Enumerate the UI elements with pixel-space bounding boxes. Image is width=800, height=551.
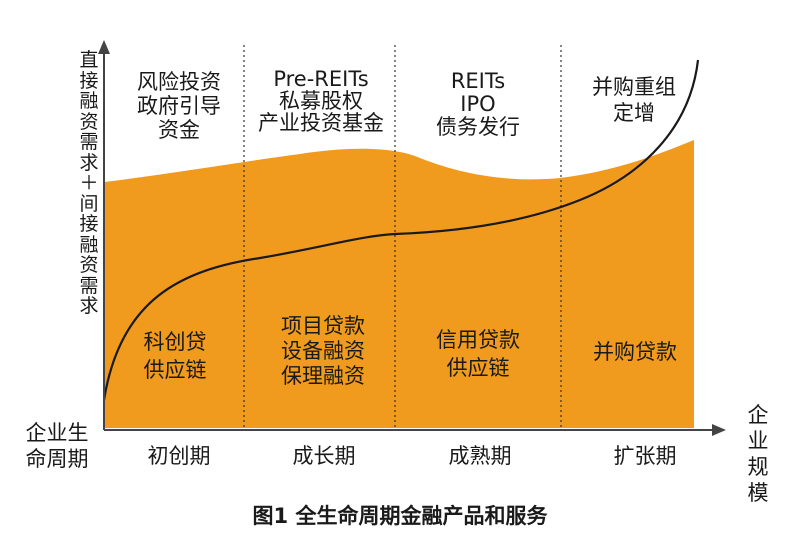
stage-2-indirect-line-3: 保理融资 xyxy=(281,364,365,388)
stage-2-name: 成长期 xyxy=(292,444,356,468)
stage-4-indirect-line-1: 并购贷款 xyxy=(593,340,677,364)
y-axis-arrow xyxy=(98,40,110,54)
stage-2-direct-line-1: Pre-REITs xyxy=(273,67,369,91)
stage-4-direct-line-1: 并购重组 xyxy=(592,75,676,99)
x-axis-label: 企业规模 xyxy=(747,403,769,505)
stage-1-indirect-line-1: 科创贷 xyxy=(143,330,207,354)
financing-demand-area xyxy=(104,140,694,428)
figure-caption: 图1 全生命周期金融产品和服务 xyxy=(252,504,548,528)
stage-2-direct-line-3: 产业投资基金 xyxy=(258,111,384,135)
stage-1-direct-line-3: 资金 xyxy=(158,118,200,142)
stage-4-direct-line-2: 定增 xyxy=(613,101,655,125)
stage-3-direct-line-2: IPO xyxy=(460,92,496,116)
stage-1-direct-line-1: 风险投资 xyxy=(137,70,221,94)
stage-3-indirect-line-1: 信用贷款 xyxy=(436,328,520,352)
stage-1-indirect-products: 科创贷 供应链 xyxy=(120,328,230,384)
stage-2-indirect-line-1: 项目贷款 xyxy=(281,314,365,338)
growth-curve xyxy=(102,59,700,401)
stage-3-direct-products: REITs IPO 债务发行 xyxy=(408,70,548,139)
stage-1-name: 初创期 xyxy=(147,444,211,468)
stage-3-direct-line-1: REITs xyxy=(450,69,506,93)
stage-4-name: 扩张期 xyxy=(613,444,677,468)
stage-1-direct-products: 风险投资 政府引导 资金 xyxy=(114,70,244,142)
stage-4-direct-products: 并购重组 定增 xyxy=(574,74,694,126)
stage-axis-label: 企业生命周期 xyxy=(25,421,89,471)
stage-1-indirect-line-2: 供应链 xyxy=(143,358,207,382)
stage-3-direct-line-3: 债务发行 xyxy=(436,115,520,139)
y-axis-label: 直接融资需求＋间接融资需求 xyxy=(79,49,99,317)
stage-2-indirect-products: 项目贷款 设备融资 保理融资 xyxy=(250,314,396,389)
stage-3-indirect-line-2: 供应链 xyxy=(446,356,510,380)
stage-2-direct-products: Pre-REITs 私募股权 产业投资基金 xyxy=(248,68,394,134)
stage-2-indirect-line-2: 设备融资 xyxy=(281,339,365,363)
x-axis-arrow xyxy=(712,424,726,436)
stage-3-name: 成熟期 xyxy=(448,444,512,468)
stage-3-indirect-products: 信用贷款 供应链 xyxy=(408,326,548,382)
stage-1-direct-line-2: 政府引导 xyxy=(137,94,221,118)
stage-2-direct-line-2: 私募股权 xyxy=(279,89,363,113)
stage-4-indirect-products: 并购贷款 xyxy=(572,340,698,364)
